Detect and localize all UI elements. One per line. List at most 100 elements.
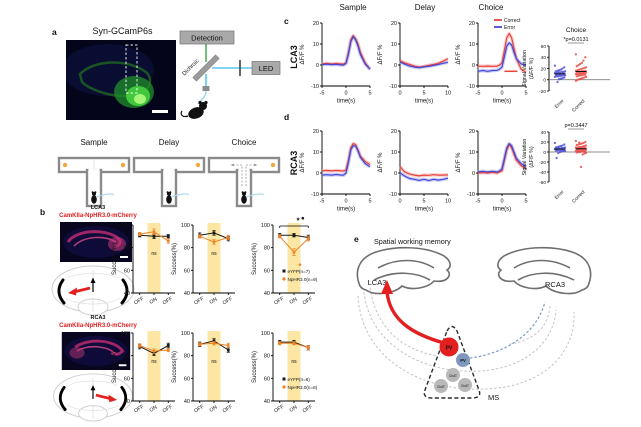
svg-text:ns: ns bbox=[291, 359, 297, 365]
rca3-group-title: RCA3 bbox=[90, 315, 106, 321]
svg-text:60: 60 bbox=[264, 376, 270, 382]
svg-text:Success(%): Success(%) bbox=[252, 351, 258, 383]
svg-text:5: 5 bbox=[422, 199, 425, 205]
svg-text:0: 0 bbox=[472, 171, 475, 177]
svg-text:40: 40 bbox=[124, 399, 130, 405]
svg-text:-10: -10 bbox=[467, 192, 475, 198]
svg-text:40: 40 bbox=[184, 399, 190, 405]
svg-text:0: 0 bbox=[500, 199, 503, 205]
svg-text:5: 5 bbox=[422, 91, 425, 97]
svg-text:Correct: Correct bbox=[571, 98, 587, 114]
svg-text:OFF: OFF bbox=[133, 404, 145, 414]
svg-text:-10: -10 bbox=[311, 192, 319, 198]
svg-text:0: 0 bbox=[472, 63, 475, 69]
chat-cell-1 bbox=[446, 368, 460, 382]
svg-text:Success(%): Success(%) bbox=[112, 351, 118, 383]
svg-text:80: 80 bbox=[124, 354, 130, 360]
maze-title-choice: Choice bbox=[231, 138, 257, 147]
svg-text:100: 100 bbox=[181, 331, 190, 337]
svg-text:40: 40 bbox=[124, 291, 130, 297]
svg-text:5: 5 bbox=[368, 199, 371, 205]
svg-text:10: 10 bbox=[391, 150, 397, 156]
svg-text:100: 100 bbox=[121, 331, 130, 337]
chat-cell-3 bbox=[458, 378, 472, 392]
svg-text:60: 60 bbox=[184, 376, 190, 382]
lca3-mcherry-image bbox=[60, 222, 132, 262]
svg-text:-10: -10 bbox=[389, 84, 397, 90]
svg-text:20: 20 bbox=[541, 66, 547, 72]
chat-cell-2 bbox=[434, 379, 448, 393]
fiber-coupler bbox=[202, 86, 210, 91]
led-box bbox=[251, 61, 281, 75]
lca3-virus-label: CamKIIa-NpHR3.0-mCherry bbox=[59, 213, 137, 219]
svg-text:ON: ON bbox=[149, 296, 159, 305]
svg-text:OFF: OFF bbox=[222, 404, 234, 414]
svg-text:OFF: OFF bbox=[222, 296, 234, 306]
chat-cell-1-label: ChAT bbox=[449, 374, 457, 378]
pv-to-lca3-arrowhead bbox=[381, 280, 393, 294]
pv-to-rca3-dashed-projection bbox=[469, 301, 546, 359]
svg-text:60: 60 bbox=[264, 268, 270, 274]
svg-text:20: 20 bbox=[469, 129, 475, 135]
svg-text:40: 40 bbox=[184, 291, 190, 297]
svg-text:-10: -10 bbox=[311, 84, 319, 90]
panel-c-label: c bbox=[284, 16, 289, 26]
svg-text:0: 0 bbox=[394, 171, 397, 177]
led-label: LED bbox=[259, 64, 274, 73]
svg-text:5: 5 bbox=[368, 91, 371, 97]
svg-text:-5: -5 bbox=[476, 199, 481, 205]
svg-text:0: 0 bbox=[398, 199, 401, 205]
rca3-atlas-diagram bbox=[53, 373, 133, 422]
svg-text:10: 10 bbox=[469, 42, 475, 48]
svg-text:20: 20 bbox=[391, 21, 397, 27]
gcamp-expression-bright bbox=[134, 94, 146, 104]
svg-text:OFF: OFF bbox=[302, 296, 314, 306]
svg-text:20: 20 bbox=[391, 129, 397, 135]
svg-text:10: 10 bbox=[391, 42, 397, 48]
svg-text:ΔF/F %: ΔF/F % bbox=[300, 44, 306, 65]
svg-text:ON: ON bbox=[289, 404, 299, 413]
svg-text:OFF: OFF bbox=[302, 404, 314, 414]
svg-text:100: 100 bbox=[181, 223, 190, 229]
svg-text:OFF: OFF bbox=[273, 404, 285, 414]
svg-text:time(s): time(s) bbox=[415, 99, 433, 105]
svg-text:40: 40 bbox=[541, 130, 547, 136]
panel-d-label: d bbox=[284, 112, 290, 122]
col-title-sample: Sample bbox=[339, 3, 367, 12]
chat-cell-2-label: ChAT bbox=[437, 385, 445, 389]
rca3-virus-label: CamKIIa-NpHR3.0-mCherry bbox=[59, 323, 137, 329]
svg-text:0: 0 bbox=[394, 63, 397, 69]
scale-bar bbox=[152, 110, 168, 113]
rca3-mcherry-image bbox=[61, 332, 131, 370]
svg-text:0: 0 bbox=[344, 91, 347, 97]
lca3-trace-sample: 20 10 0 -10-5 0 5 time(s) ΔF/F % bbox=[300, 21, 372, 105]
svg-text:OFF: OFF bbox=[162, 296, 174, 306]
col-title-choice: Choice bbox=[478, 3, 504, 12]
svg-text:Success(%): Success(%) bbox=[172, 243, 178, 275]
svg-text:Success(%): Success(%) bbox=[112, 243, 118, 275]
panel-a-label: a bbox=[52, 27, 57, 37]
svg-text:10: 10 bbox=[445, 91, 451, 97]
svg-text:-20: -20 bbox=[539, 89, 546, 95]
svg-text:ON: ON bbox=[209, 404, 219, 413]
medial-septum-outline bbox=[423, 325, 481, 399]
svg-text:60: 60 bbox=[541, 44, 547, 50]
rca3-trace-choice: 20 10 0 -10-5 0 5 time(s) ΔF/F % bbox=[456, 129, 528, 213]
col-title-delay: Delay bbox=[414, 3, 436, 12]
svg-text:80: 80 bbox=[124, 246, 130, 252]
svg-text:Signal Variation: Signal Variation bbox=[522, 50, 528, 87]
ms-label: MS bbox=[488, 393, 499, 402]
dichroic-mirror bbox=[192, 54, 220, 82]
svg-text:time(s): time(s) bbox=[493, 99, 511, 105]
svg-text:5: 5 bbox=[524, 91, 527, 97]
pv-red-cell bbox=[439, 337, 459, 357]
svg-text:NpHR3.0(n=8): NpHR3.0(n=8) bbox=[288, 385, 318, 390]
left-hippocampus-outline bbox=[356, 246, 451, 295]
svg-text:OFF: OFF bbox=[273, 296, 285, 306]
svg-text:-5: -5 bbox=[476, 91, 481, 97]
svg-text:(ΔF/F %): (ΔF/F %) bbox=[529, 146, 535, 167]
